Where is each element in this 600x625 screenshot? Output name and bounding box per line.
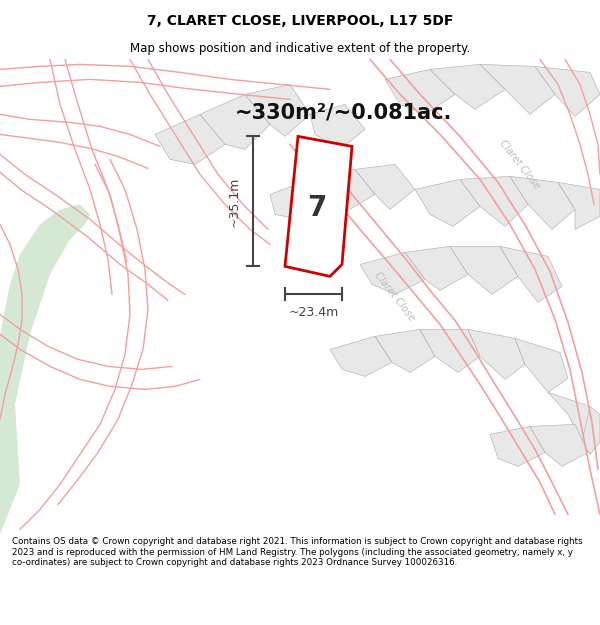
Text: Contains OS data © Crown copyright and database right 2021. This information is : Contains OS data © Crown copyright and d… (12, 538, 583, 568)
Polygon shape (285, 136, 352, 276)
Text: Map shows position and indicative extent of the property.: Map shows position and indicative extent… (130, 42, 470, 56)
Text: Claret Close: Claret Close (373, 270, 417, 322)
Polygon shape (310, 104, 365, 149)
Polygon shape (420, 329, 480, 372)
Text: 7, CLARET CLOSE, LIVERPOOL, L17 5DF: 7, CLARET CLOSE, LIVERPOOL, L17 5DF (147, 14, 453, 28)
Polygon shape (155, 114, 225, 164)
Polygon shape (490, 426, 545, 466)
Text: ~330m²/~0.081ac.: ~330m²/~0.081ac. (235, 102, 452, 122)
Polygon shape (450, 246, 518, 294)
Polygon shape (480, 64, 555, 114)
Polygon shape (535, 66, 600, 116)
Polygon shape (385, 69, 455, 114)
Polygon shape (310, 169, 375, 212)
Polygon shape (200, 94, 270, 149)
Text: ~23.4m: ~23.4m (289, 306, 338, 319)
Polygon shape (430, 64, 505, 109)
Polygon shape (468, 329, 525, 379)
Polygon shape (375, 329, 435, 372)
Polygon shape (460, 176, 528, 226)
Polygon shape (515, 338, 568, 392)
Polygon shape (270, 179, 330, 219)
Polygon shape (245, 84, 310, 136)
Text: 7: 7 (307, 194, 326, 222)
Polygon shape (500, 246, 562, 302)
Text: Claret Close: Claret Close (498, 138, 542, 191)
Polygon shape (415, 179, 480, 226)
Polygon shape (558, 182, 600, 229)
Polygon shape (0, 204, 90, 534)
Polygon shape (582, 406, 600, 454)
Polygon shape (355, 164, 415, 209)
Polygon shape (510, 176, 575, 229)
Polygon shape (330, 336, 392, 376)
Polygon shape (360, 253, 425, 294)
Polygon shape (405, 246, 468, 291)
Polygon shape (548, 392, 600, 442)
Text: ~35.1m: ~35.1m (228, 176, 241, 226)
Polygon shape (530, 424, 588, 466)
